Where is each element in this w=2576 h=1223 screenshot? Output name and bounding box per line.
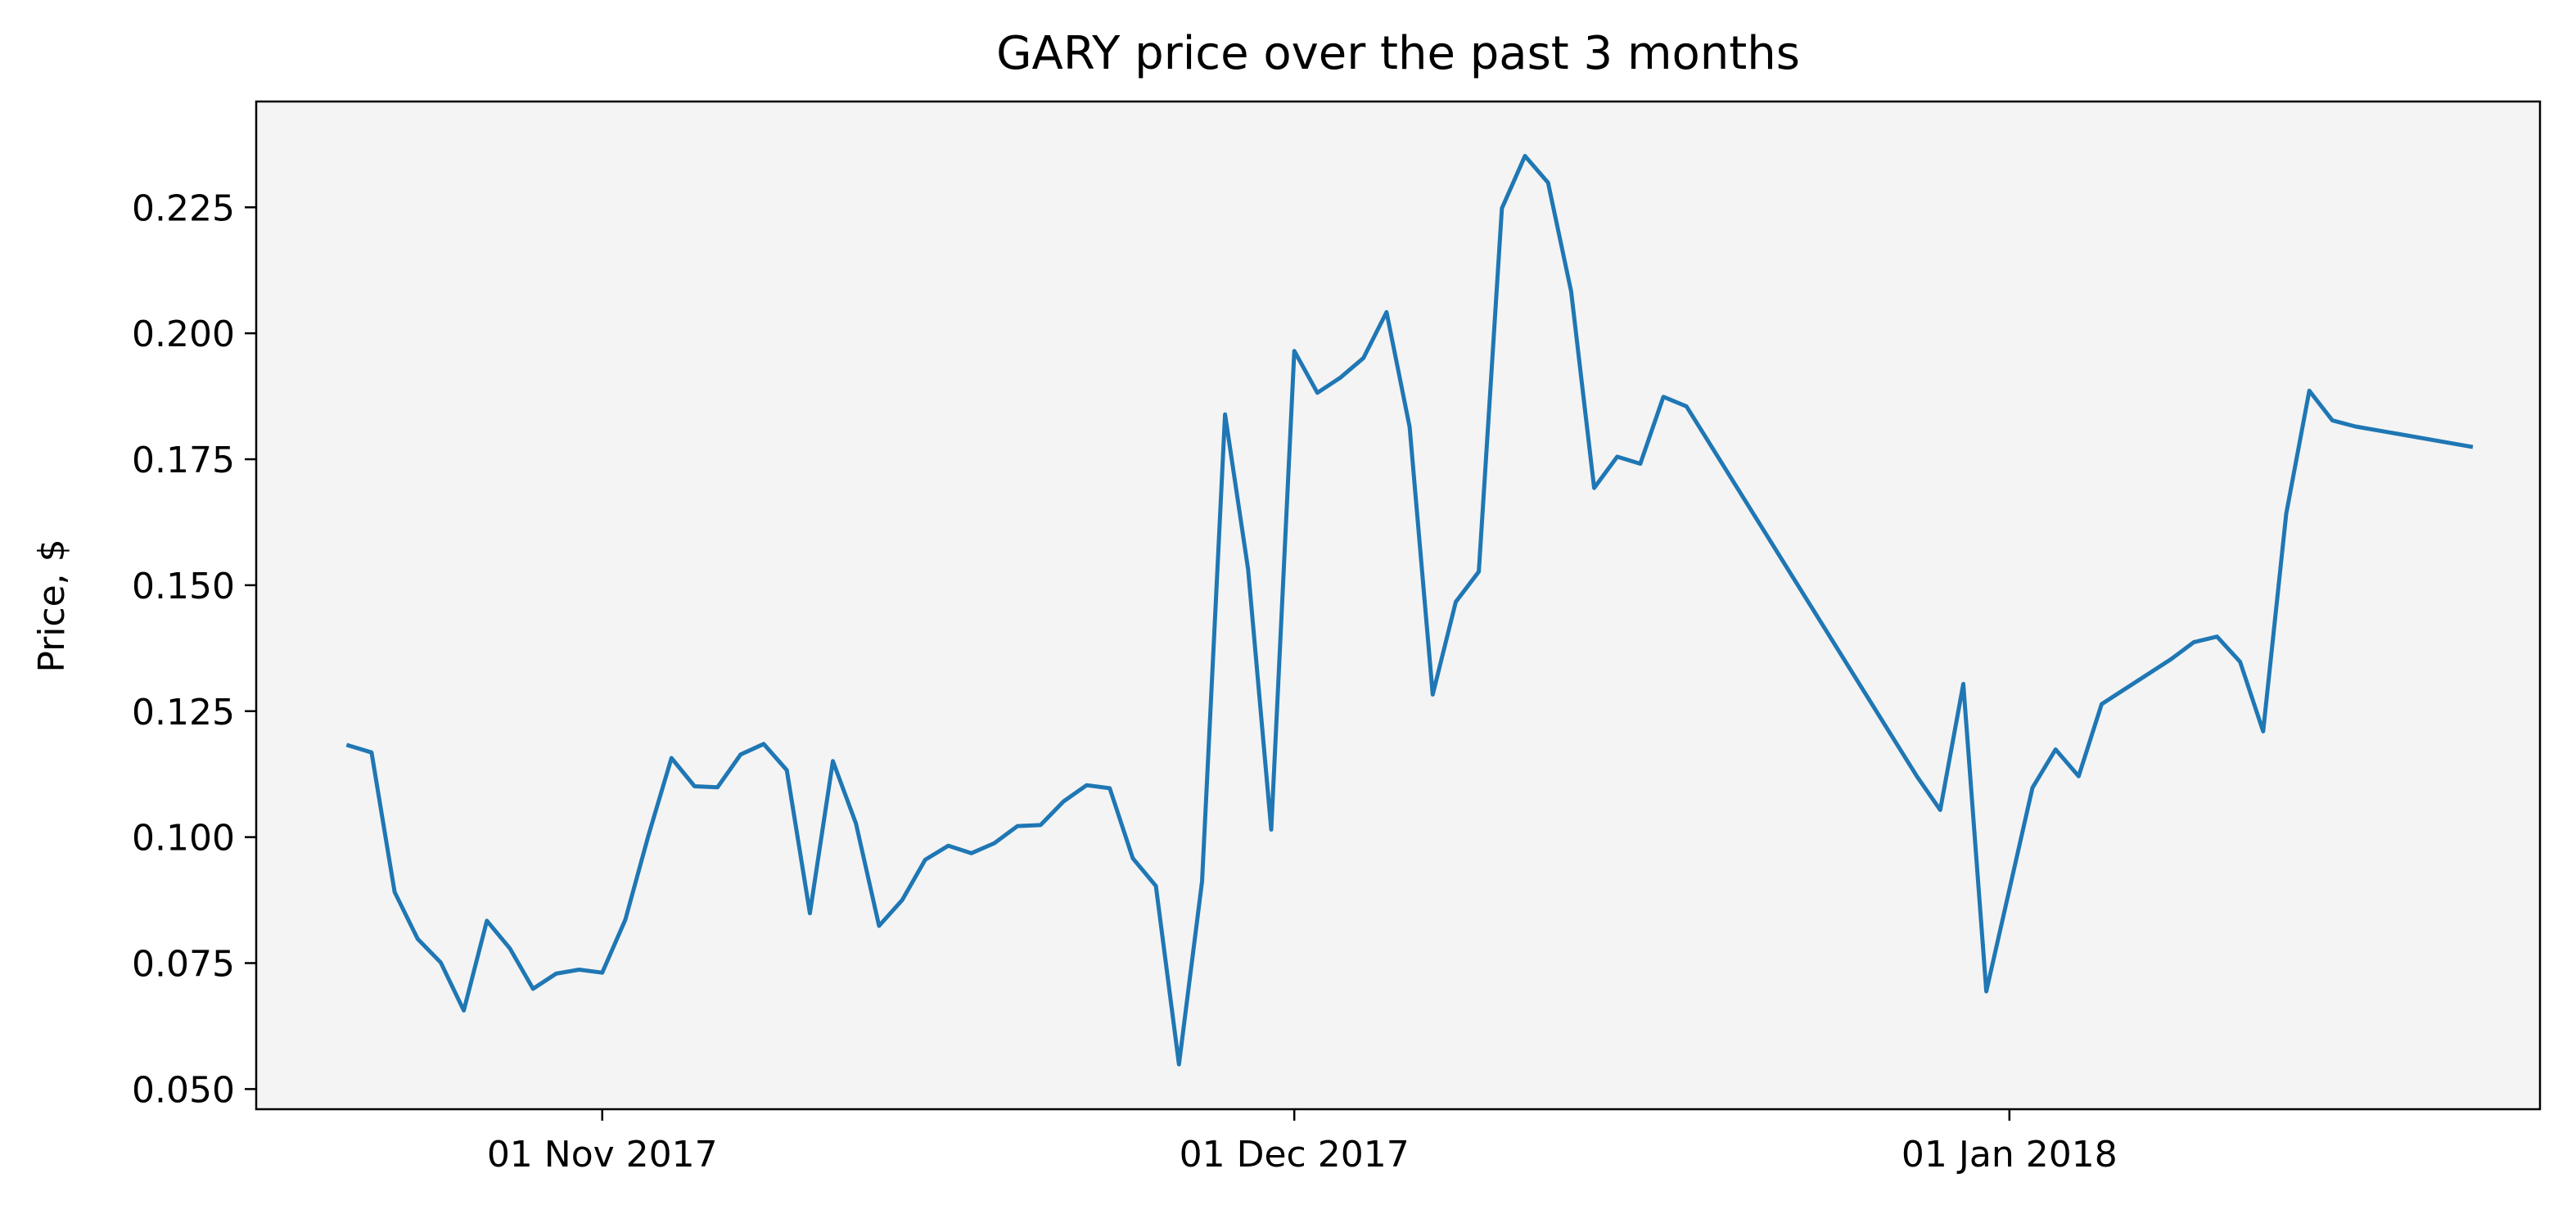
plot-frame	[255, 100, 2542, 1111]
y-tick-label: 0.175	[132, 440, 235, 481]
x-tick-label: 01 Dec 2017	[1180, 1134, 1410, 1176]
y-axis-label: Price, $	[31, 539, 73, 672]
y-tick-label: 0.100	[132, 818, 235, 860]
y-tick-label: 0.050	[132, 1069, 235, 1111]
plot-area	[256, 102, 2540, 1109]
x-tick-label: 01 Jan 2018	[1902, 1134, 2118, 1176]
chart-title: GARY price over the past 3 months	[996, 27, 1800, 80]
series-line	[345, 154, 2474, 1067]
y-tick-label: 0.075	[132, 944, 235, 986]
y-tick-label: 0.125	[132, 692, 235, 733]
y-tick-label: 0.200	[132, 314, 235, 355]
y-tick-label: 0.150	[132, 566, 235, 607]
x-tick-label: 01 Nov 2017	[487, 1134, 718, 1176]
y-tick-label: 0.225	[132, 187, 235, 229]
